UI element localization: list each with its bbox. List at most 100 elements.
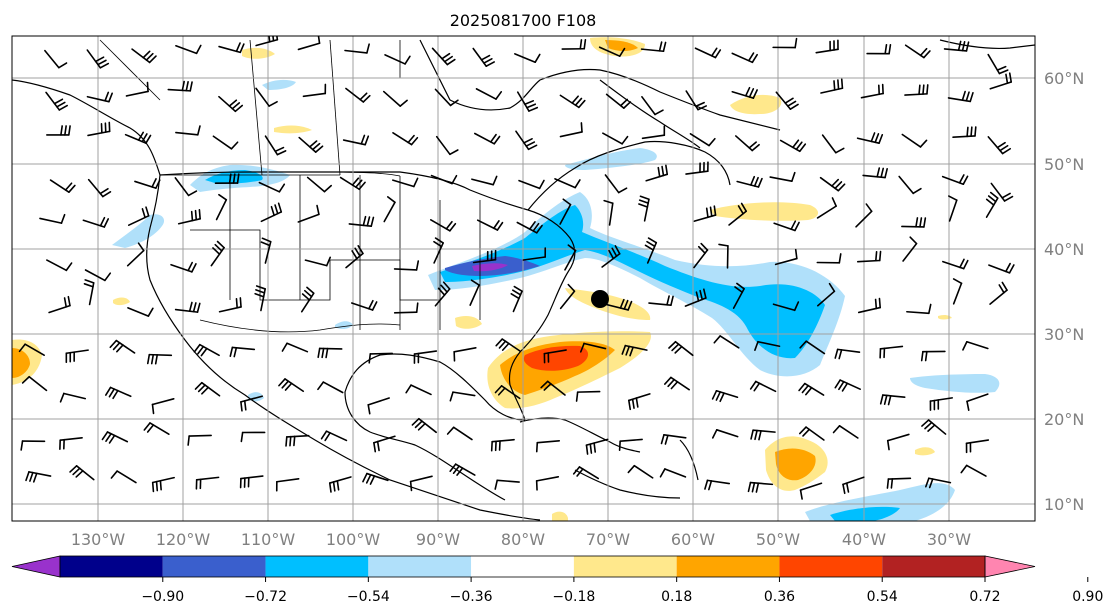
wind-barb [175,44,202,55]
wind-barb [684,288,707,307]
wind-barb [943,40,970,52]
wind-barb [453,347,477,362]
wind-barb [559,198,572,225]
wind-barb [134,178,161,189]
wind-barb [317,381,344,394]
wind-barb [278,378,305,393]
wind-barb [83,279,95,306]
wind-barb [125,81,149,97]
wind-barb [124,131,152,144]
wind-barb [25,471,52,483]
wind-barb [320,430,348,442]
wind-barb [901,217,927,228]
wind-barb [602,132,629,145]
wind-barb [392,131,419,146]
wind-barb [644,237,658,264]
wind-barb [906,303,932,315]
wind-barb [704,479,731,491]
wind-barb [736,175,763,188]
wind-barb [772,37,798,49]
wind-barb [604,174,628,194]
location-marker [591,290,609,308]
latitude-label: 40°N [1044,240,1084,259]
longitude-label: 70°W [586,530,630,549]
wind-barb [44,49,68,69]
wind-barb [842,476,865,495]
wind-barb [494,479,520,490]
wind-barb [350,299,378,311]
wind-barb [516,221,543,234]
wind-barb [275,478,300,492]
wind-barb [732,282,745,309]
wind-barb [660,434,687,445]
wind-barb [734,135,760,152]
wind-barb [879,345,904,359]
wind-barb [405,384,432,396]
wind-barb [218,42,245,54]
colorbar-min-extend [11,555,61,578]
wind-barb [514,53,541,64]
wind-barb [59,436,83,450]
wind-barb [59,392,87,403]
wind-barb [110,470,137,484]
wind-barb [952,126,977,138]
wind-barb [383,196,396,223]
wind-barb [575,390,601,402]
wind-barb [816,253,842,264]
wind-barb [21,375,48,392]
wind-barb [638,195,650,222]
wind-barb [815,39,839,54]
wind-barb [474,132,501,145]
wind-barb [258,181,286,193]
wind-barb [640,41,667,53]
wind-barb [300,286,315,313]
wind-barb [472,47,495,68]
wind-barb [855,203,873,228]
wind-barb [170,261,197,273]
wind-barb [495,338,522,353]
wind-barb [254,285,266,312]
wind-barb [685,161,709,175]
wind-barb [779,139,807,153]
wind-barb [143,422,170,436]
colorbar-tick-label: 0.54 [867,589,898,605]
colorbar-segment [368,556,472,577]
colorbar-tick-label: 0.72 [969,589,1000,605]
colorbar-segment [573,556,677,577]
wind-barb [685,90,708,111]
wind-barb [101,431,129,444]
wind-barb [641,125,666,140]
wind-barb [902,236,918,262]
wind-barb [87,121,111,137]
wind-barb [898,175,922,195]
wind-barb [820,78,844,94]
wind-barb [668,340,694,357]
colorbar-tick-label: −0.36 [450,589,493,605]
wind-barb [391,177,419,188]
wind-barb [879,394,906,406]
wind-barb [431,47,456,66]
wind-barb [711,389,739,403]
wind-barb [46,125,71,136]
wind-barb [798,382,825,396]
wind-barb [510,285,523,313]
wind-barb [45,91,68,111]
wind-barb [962,340,989,351]
longitude-label: 110°W [241,530,296,549]
wind-barb [554,178,581,189]
wind-barb [328,476,352,493]
wind-barb [718,243,729,269]
colorbar-tick-label: −0.18 [552,589,595,605]
wind-barb [46,259,73,272]
wind-barb [393,302,419,314]
wind-barb [731,52,758,64]
wind-barb [187,434,212,446]
wind-barb [167,80,193,92]
wind-barb [174,177,198,197]
wind-barb [693,205,717,222]
wind-barb [989,281,1008,305]
wind-barb [856,250,882,263]
wind-barb [297,204,320,223]
wind-barb [146,353,173,365]
wind-barb [561,39,587,50]
